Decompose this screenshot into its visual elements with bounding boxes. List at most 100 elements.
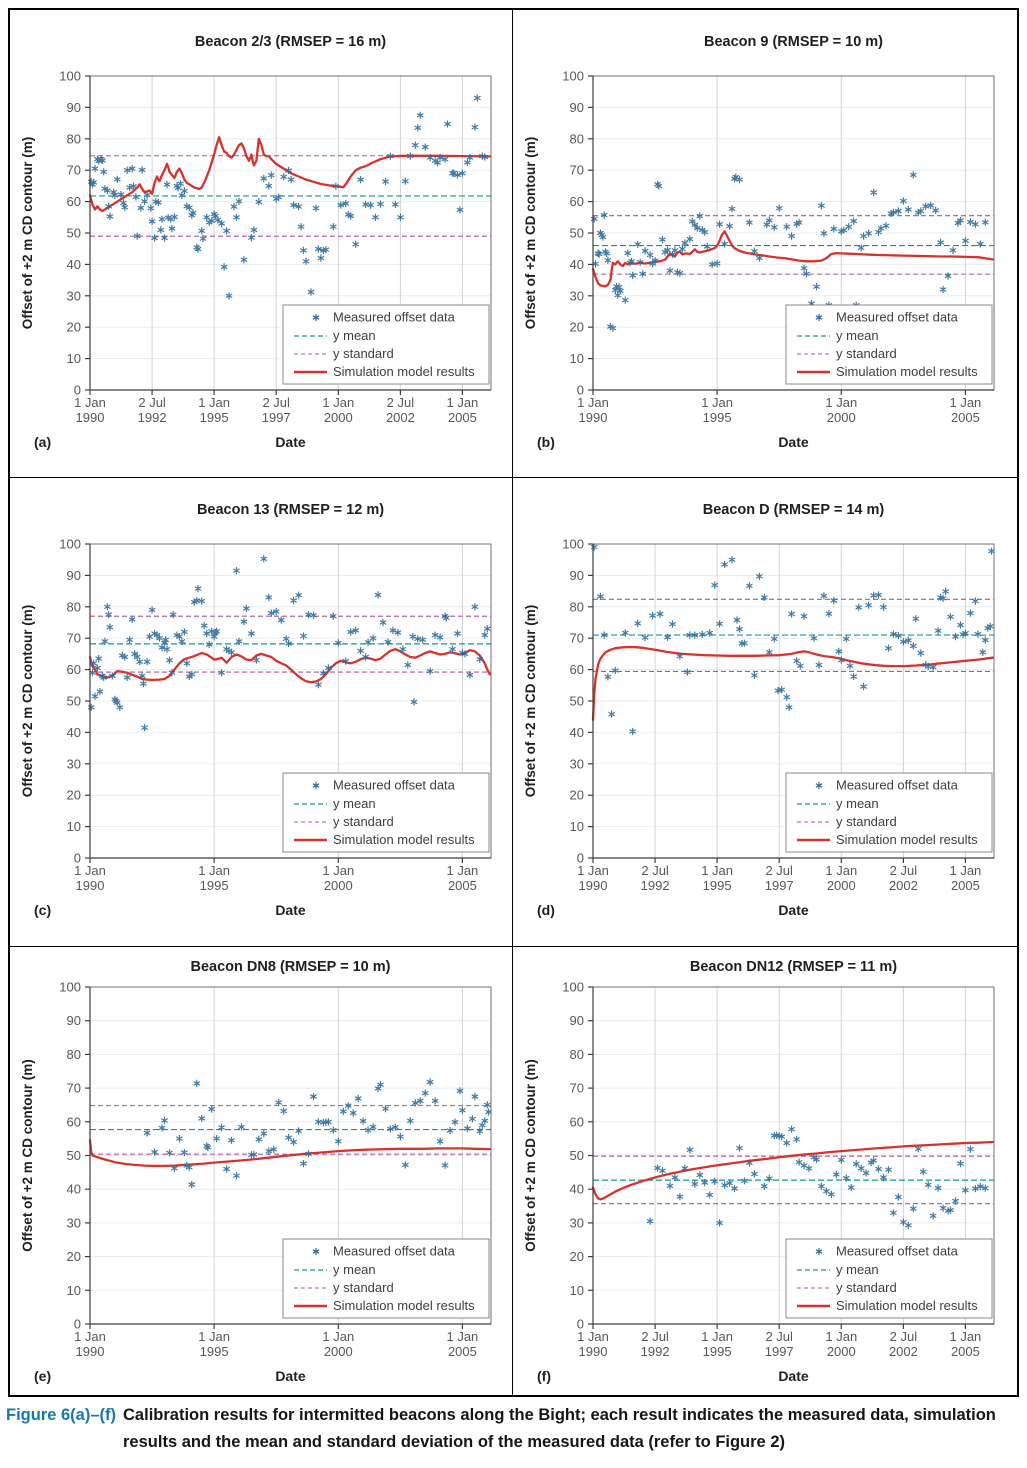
y-tick-label: 40 (570, 725, 584, 740)
legend-mean-label: y mean (333, 796, 376, 811)
chart-panel-f: 0 10 20 30 40 50 60 70 80 90 100 1 Jan 1990 2 Jul 1992… (513, 947, 1017, 1395)
y-tick-label: 60 (67, 662, 81, 677)
x-tick-label-line2: 2005 (951, 878, 980, 893)
x-tick-label-line1: 1 Jan (446, 1329, 478, 1344)
x-tick-label-line1: 2 Jul (641, 1329, 669, 1344)
x-tick-label-line2: 1990 (76, 878, 105, 893)
x-tick-label-line1: 1 Jan (74, 863, 106, 878)
x-tick-label-line2: 2005 (448, 878, 477, 893)
x-tick-label-line2: 1995 (200, 878, 229, 893)
panel-title: Beacon DN12 (RMSEP = 11 m) (690, 959, 897, 975)
x-tick-label-line2: 2005 (951, 1344, 980, 1359)
x-tick-label-line2: 2002 (889, 878, 918, 893)
x-tick-label-line2: 1990 (76, 1344, 105, 1359)
legend-measured-marker (815, 1247, 823, 1256)
legend-box: Measured offset data y mean y standard Simu… (785, 1238, 993, 1319)
x-tick-label-line1: 2 Jul (641, 863, 669, 878)
figure-caption-text: Calibration results for intermitted beac… (123, 1406, 996, 1451)
y-tick-label: 0 (577, 383, 584, 398)
x-tick-label-line1: 1 Jan (577, 395, 609, 410)
x-tick-label-line2: 2005 (448, 410, 477, 425)
x-tick-label-line2: 1997 (262, 410, 291, 425)
panel-letter: (e) (34, 1368, 51, 1384)
y-tick-label: 60 (570, 194, 584, 209)
x-tick-label-line1: 1 Jan (446, 395, 478, 410)
x-tick-label-line1: 1 Jan (322, 1329, 354, 1344)
x-tick-label-line2: 1992 (641, 1344, 670, 1359)
y-tick-label: 20 (570, 788, 584, 803)
y-tick-label: 50 (570, 226, 584, 241)
y-tick-label: 20 (67, 1249, 81, 1264)
legend-measured-marker (312, 313, 320, 322)
x-tick-label-line2: 1990 (579, 1344, 608, 1359)
measured-points (143, 1078, 492, 1189)
chart-panel-d: 0 10 20 30 40 50 60 70 80 90 100 1 Jan 1990 2 Jul 1992… (513, 478, 1017, 947)
y-tick-label: 40 (570, 257, 584, 272)
x-tick-label-line2: 1995 (703, 878, 732, 893)
y-axis-label: Offset of +2 m CD contour (m) (20, 137, 35, 329)
y-tick-label: 60 (67, 1114, 81, 1129)
x-tick-label-line2: 2005 (448, 1344, 477, 1359)
y-tick-label: 20 (67, 788, 81, 803)
legend-sim-label: Simulation model results (836, 1298, 978, 1313)
y-tick-label: 10 (67, 819, 81, 834)
measured-points (87, 555, 491, 732)
y-tick-label: 10 (570, 1283, 584, 1298)
y-tick-label: 90 (570, 1013, 584, 1028)
chart-panel-c: 0 10 20 30 40 50 60 70 80 90 100 1 Jan 1990 1 Jan 1995… (10, 478, 513, 947)
legend-box: Measured offset data y mean y standard Simu… (282, 772, 490, 853)
y-tick-label: 0 (74, 1317, 81, 1332)
x-tick-label-line1: 1 Jan (825, 863, 857, 878)
legend-sim-label: Simulation model results (333, 1298, 475, 1313)
panel-title: Beacon 9 (RMSEP = 10 m) (704, 34, 883, 50)
x-axis-label: Date (275, 1368, 306, 1384)
y-tick-label: 100 (59, 69, 81, 84)
legend-std-label: y standard (333, 346, 394, 361)
y-tick-label: 0 (74, 851, 81, 866)
y-tick-label: 100 (562, 980, 584, 995)
measured-points (646, 1125, 989, 1229)
y-tick-label: 50 (67, 1148, 81, 1163)
panel-title: Beacon DN8 (RMSEP = 10 m) (191, 959, 391, 975)
x-tick-label-line1: 1 Jan (198, 395, 230, 410)
legend-measured-marker (815, 781, 823, 790)
y-tick-label: 30 (67, 756, 81, 771)
y-tick-label: 20 (67, 320, 81, 335)
legend-sim-label: Simulation model results (333, 364, 475, 379)
y-tick-label: 30 (570, 288, 584, 303)
y-tick-label: 60 (570, 662, 584, 677)
y-tick-label: 80 (67, 1047, 81, 1062)
x-tick-label-line2: 1992 (138, 410, 167, 425)
y-tick-label: 10 (67, 351, 81, 366)
legend-measured-label: Measured offset data (836, 778, 959, 793)
x-tick-label-line2: 2000 (827, 410, 856, 425)
legend-mean-label: y mean (836, 1262, 879, 1277)
y-tick-label: 10 (67, 1283, 81, 1298)
x-tick-label-line2: 2000 (324, 1344, 353, 1359)
y-tick-label: 60 (570, 1114, 584, 1129)
x-tick-label-line2: 1995 (703, 1344, 732, 1359)
x-tick-label-line1: 2 Jul (890, 1329, 918, 1344)
y-tick-label: 70 (67, 163, 81, 178)
x-tick-label-line2: 1992 (641, 878, 670, 893)
legend-std-label: y standard (836, 346, 897, 361)
x-tick-label-line1: 1 Jan (322, 863, 354, 878)
x-tick-label-line2: 2000 (324, 878, 353, 893)
x-tick-label-line1: 1 Jan (198, 1329, 230, 1344)
legend-measured-label: Measured offset data (333, 778, 456, 793)
x-tick-label-line1: 1 Jan (198, 863, 230, 878)
legend-std-label: y standard (333, 814, 394, 829)
x-tick-label-line2: 1995 (200, 1344, 229, 1359)
x-tick-label-line2: 1990 (76, 410, 105, 425)
y-axis-label: Offset of +2 m CD contour (m) (523, 137, 538, 329)
y-tick-label: 90 (67, 568, 81, 583)
x-tick-label-line2: 2002 (889, 1344, 918, 1359)
x-tick-label-line2: 2000 (827, 878, 856, 893)
x-tick-label-line1: 1 Jan (74, 395, 106, 410)
x-tick-label-line2: 1990 (579, 878, 608, 893)
legend-measured-label: Measured offset data (333, 310, 456, 325)
measured-points (87, 94, 489, 300)
